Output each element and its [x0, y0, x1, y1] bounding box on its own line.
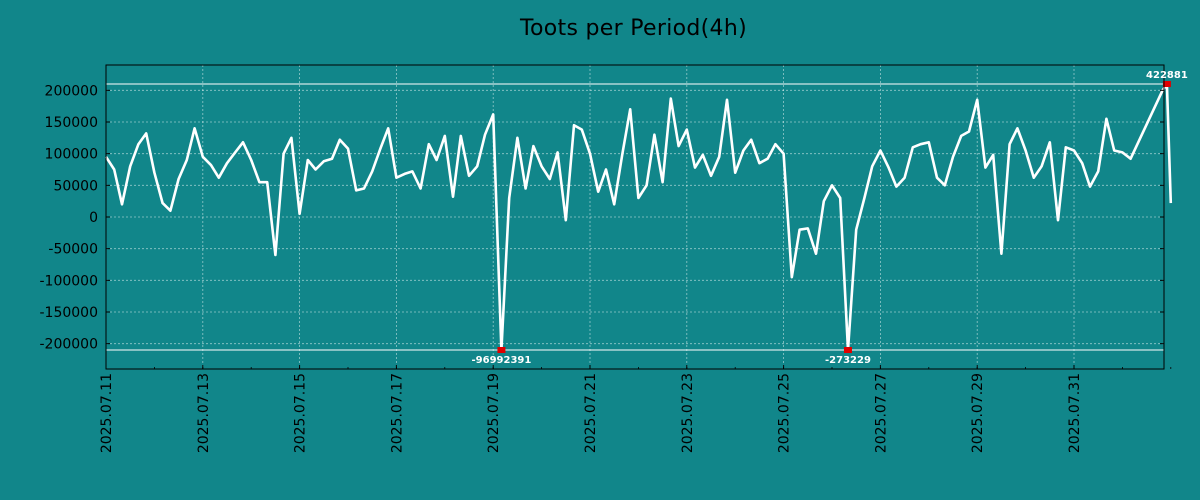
x-tick-label: 2025.07.19: [486, 373, 502, 453]
x-tick-label: 2025.07.29: [970, 373, 986, 453]
x-tick-label: 2025.07.25: [777, 373, 793, 453]
y-tick-label: 200000: [45, 83, 98, 99]
x-tick-label: 2025.07.11: [99, 373, 115, 453]
x-tick-label: 2025.07.13: [196, 373, 212, 453]
y-tick-label: 150000: [45, 115, 98, 131]
plot-frame: [105, 64, 1165, 370]
clip-marker: [843, 347, 852, 353]
axis-layer: [105, 64, 1172, 370]
chart-title: Toots per Period(4h): [520, 16, 747, 41]
series-line-toots: [104, 82, 1173, 352]
series-layer: [104, 82, 1173, 352]
annotation-label: 422881: [1146, 70, 1188, 81]
y-tick-label: 100000: [45, 147, 98, 163]
y-tick-label: -50000: [48, 242, 98, 258]
y-tick-label: 50000: [53, 178, 98, 194]
clip-marker: [497, 347, 506, 353]
y-tick-label: -100000: [40, 273, 99, 289]
marker-layer: [497, 81, 1171, 353]
clip-marker: [1162, 81, 1171, 87]
y-tick-label: -150000: [40, 305, 99, 321]
x-tick-label: 2025.07.23: [680, 373, 696, 453]
x-tick-label: 2025.07.27: [873, 373, 889, 453]
x-tick-label: 2025.07.31: [1067, 373, 1083, 453]
clip-lines-layer: [106, 83, 1164, 351]
y-tick-label: 0: [89, 210, 98, 226]
tick-label-layer: 200000 150000 100000 50000 0 -50000 -100000 -15…: [40, 70, 1188, 453]
annotation-label: -96992391: [472, 355, 532, 366]
x-tick-label: 2025.07.21: [583, 373, 599, 453]
x-tick-label: 2025.07.15: [293, 373, 309, 453]
y-tick-label: -200000: [40, 337, 99, 353]
annotation-label: -273229: [825, 355, 871, 366]
x-tick-label: 2025.07.17: [389, 373, 405, 453]
